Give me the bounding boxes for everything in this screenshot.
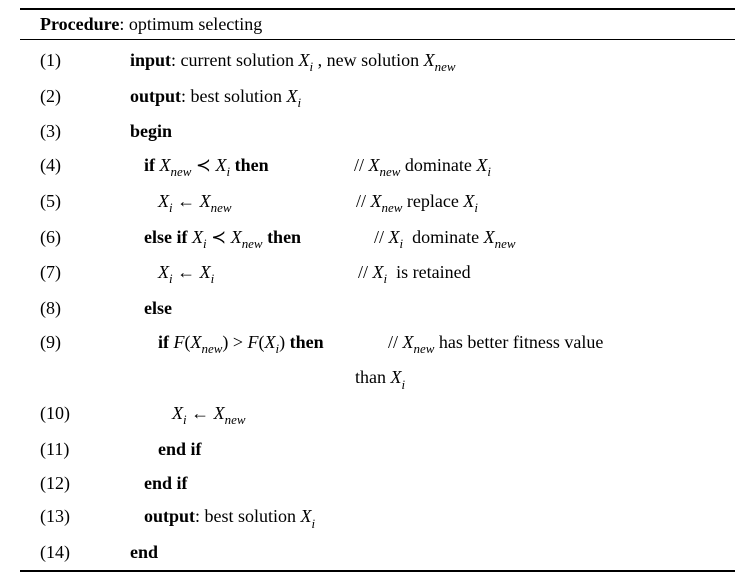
line-number: (8) xyxy=(20,295,130,323)
header-rule xyxy=(20,39,735,40)
line-number: (1) xyxy=(20,47,130,75)
code-text: output: best solution Xi xyxy=(130,503,315,533)
line-number: (4) xyxy=(20,152,130,180)
code-line: (2)output: best solution Xi xyxy=(20,80,735,116)
top-rule xyxy=(20,8,735,10)
code-line: (8)else xyxy=(20,292,735,326)
code-text: Xi ← Xnew xyxy=(130,188,356,218)
code-line: (10)Xi ← Xnew xyxy=(20,397,735,433)
code-text: end xyxy=(130,539,158,567)
code-text: else xyxy=(130,295,172,323)
line-comment: // Xi dominate Xnew xyxy=(374,224,515,254)
code-text: if Xnew ≺ Xi then xyxy=(130,152,354,182)
line-number: (13) xyxy=(20,503,130,531)
comment-continuation: than Xi xyxy=(20,361,735,397)
line-number: (14) xyxy=(20,539,130,567)
line-number: (7) xyxy=(20,259,130,287)
procedure-title: : optimum selecting xyxy=(119,14,262,34)
code-line: (9)if F(Xnew) > F(Xi) then// Xnew has be… xyxy=(20,326,735,362)
line-number: (5) xyxy=(20,188,130,216)
code-line: (5)Xi ← Xnew// Xnew replace Xi xyxy=(20,185,735,221)
code-line: (13)output: best solution Xi xyxy=(20,500,735,536)
line-number: (3) xyxy=(20,118,130,146)
procedure-label: Procedure xyxy=(40,14,119,34)
line-number: (2) xyxy=(20,83,130,111)
algorithm-block: Procedure: optimum selecting (1)input: c… xyxy=(0,0,755,582)
code-line: (3)begin xyxy=(20,115,735,149)
line-number: (10) xyxy=(20,400,130,428)
line-comment: // Xnew has better fitness value xyxy=(388,329,603,359)
line-number: (11) xyxy=(20,436,130,464)
code-line: (7)Xi ← Xi// Xi is retained xyxy=(20,256,735,292)
line-number: (6) xyxy=(20,224,130,252)
code-line: (14)end xyxy=(20,536,735,570)
code-text: input: current solution Xi , new solutio… xyxy=(130,47,456,77)
line-comment: // Xnew dominate Xi xyxy=(354,152,491,182)
code-text: else if Xi ≺ Xnew then xyxy=(130,224,374,254)
code-line: (12)end if xyxy=(20,467,735,501)
code-line: (6)else if Xi ≺ Xnew then// Xi dominate … xyxy=(20,221,735,257)
code-text: end if xyxy=(130,470,188,498)
code-text: Xi ← Xnew xyxy=(130,400,245,430)
code-text: output: best solution Xi xyxy=(130,83,301,113)
code-text: if F(Xnew) > F(Xi) then xyxy=(130,329,388,359)
code-text: begin xyxy=(130,118,172,146)
line-comment: // Xi is retained xyxy=(358,259,471,289)
code-text: end if xyxy=(130,436,202,464)
code-text: Xi ← Xi xyxy=(130,259,358,289)
bottom-rule xyxy=(20,570,735,572)
line-number: (9) xyxy=(20,329,130,357)
algorithm-body: (1)input: current solution Xi , new solu… xyxy=(20,44,735,570)
code-line: (4)if Xnew ≺ Xi then// Xnew dominate Xi xyxy=(20,149,735,185)
line-number: (12) xyxy=(20,470,130,498)
code-line: (11)end if xyxy=(20,433,735,467)
procedure-header: Procedure: optimum selecting xyxy=(20,12,735,37)
line-comment: than Xi xyxy=(355,364,405,394)
line-comment: // Xnew replace Xi xyxy=(356,188,478,218)
code-line: (1)input: current solution Xi , new solu… xyxy=(20,44,735,80)
